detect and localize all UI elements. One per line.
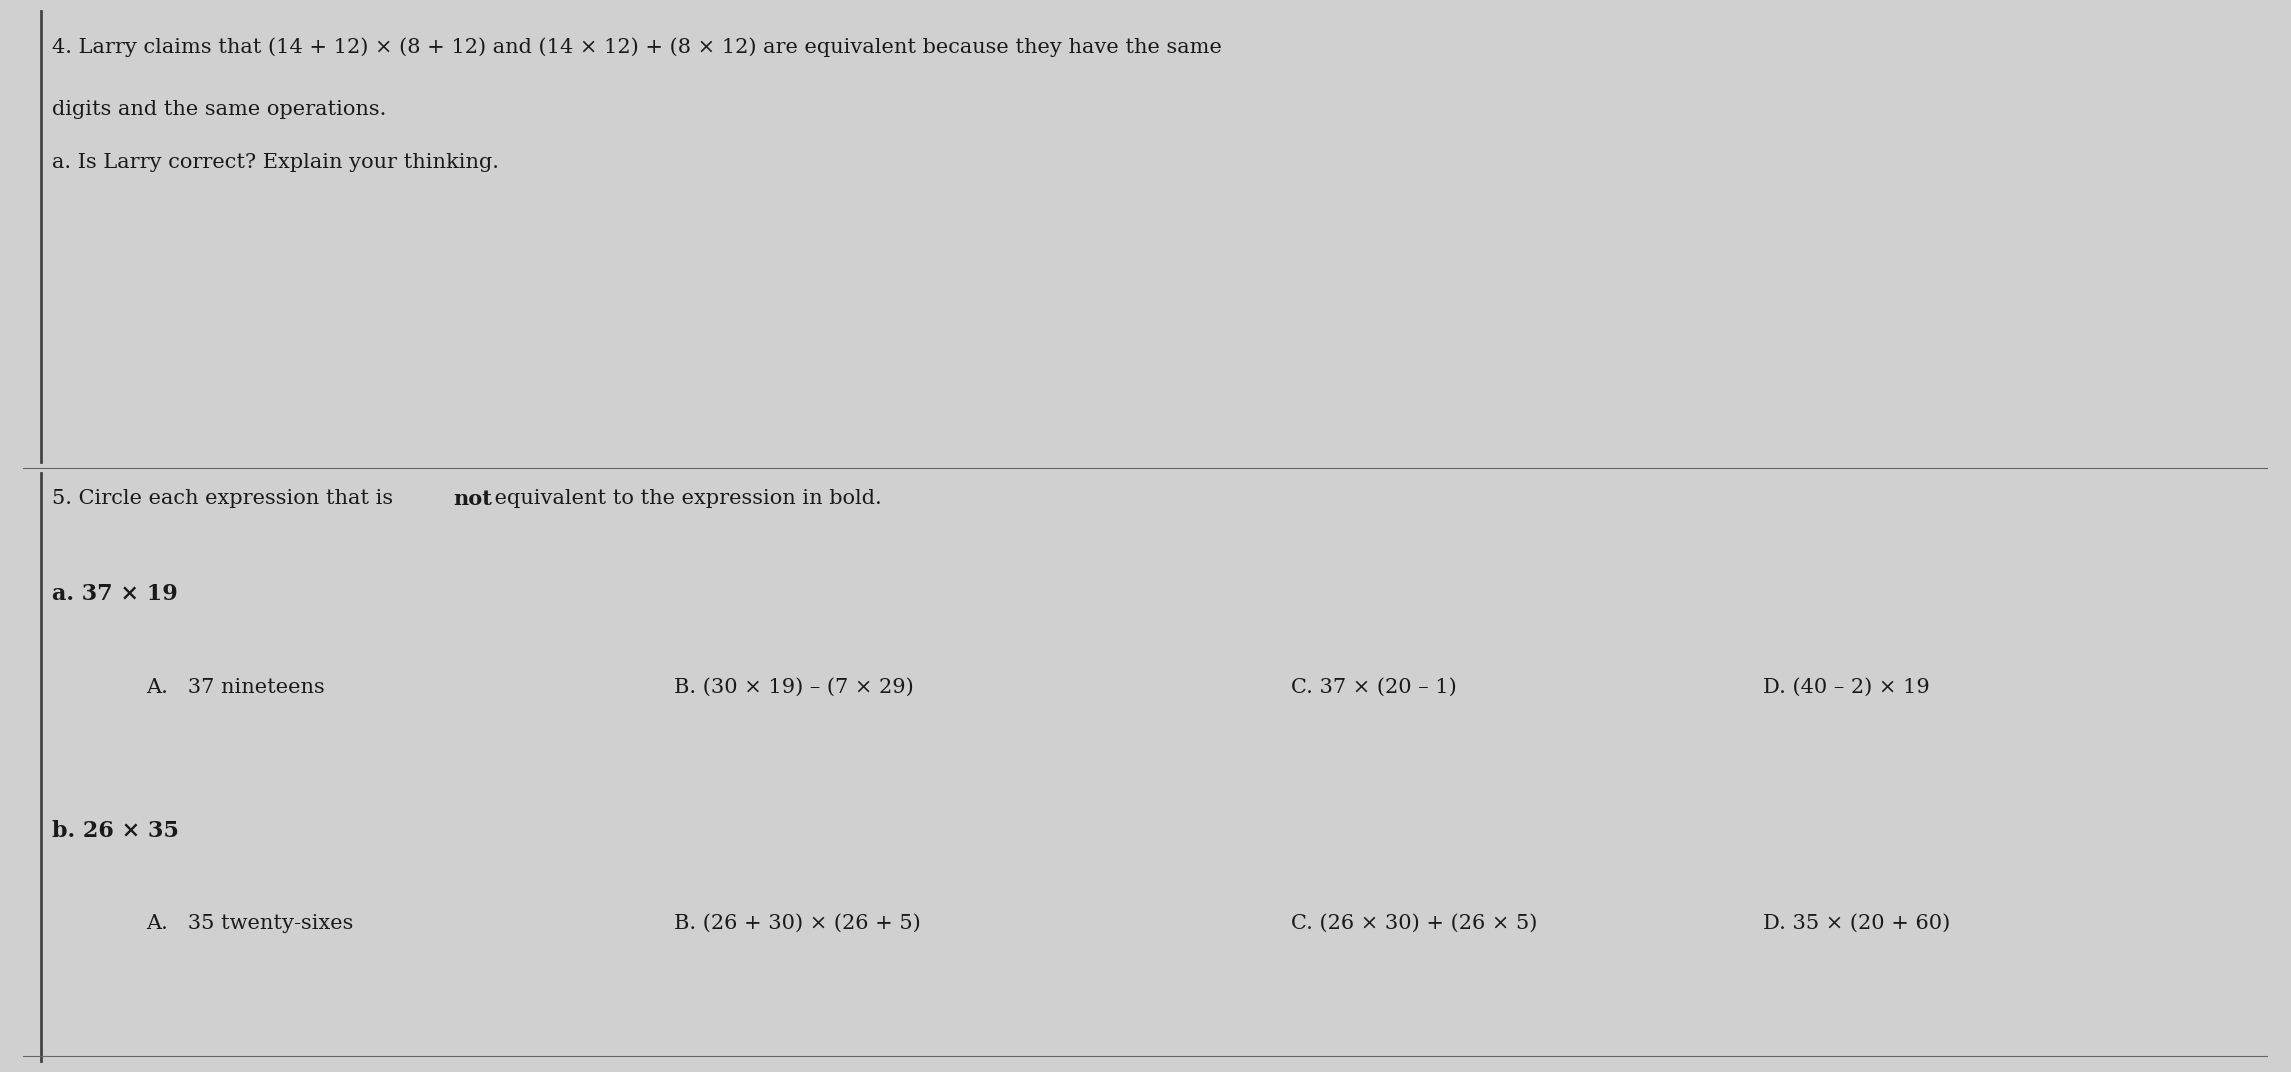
- Text: a. Is Larry correct? Explain your thinking.: a. Is Larry correct? Explain your thinki…: [53, 152, 499, 172]
- Text: a. 37 × 19: a. 37 × 19: [53, 583, 179, 606]
- Text: equivalent to the expression in bold.: equivalent to the expression in bold.: [488, 489, 882, 508]
- Text: 4. Larry claims that (14 + 12) × (8 + 12) and (14 × 12) + (8 × 12) are equivalen: 4. Larry claims that (14 + 12) × (8 + 12…: [53, 38, 1221, 57]
- Text: B. (26 + 30) × (26 + 5): B. (26 + 30) × (26 + 5): [674, 914, 921, 934]
- Text: C. (26 × 30) + (26 × 5): C. (26 × 30) + (26 × 5): [1292, 914, 1537, 934]
- Text: A.   35 twenty-sixes: A. 35 twenty-sixes: [147, 914, 353, 934]
- Text: C. 37 × (20 – 1): C. 37 × (20 – 1): [1292, 678, 1457, 697]
- Text: not: not: [454, 489, 493, 509]
- Text: b. 26 × 35: b. 26 × 35: [53, 820, 179, 842]
- Text: D. 35 × (20 + 60): D. 35 × (20 + 60): [1764, 914, 1950, 934]
- Text: B. (30 × 19) – (7 × 29): B. (30 × 19) – (7 × 29): [674, 678, 914, 697]
- Text: A.   37 nineteens: A. 37 nineteens: [147, 678, 325, 697]
- Text: digits and the same operations.: digits and the same operations.: [53, 100, 387, 119]
- Text: 5. Circle each expression that is: 5. Circle each expression that is: [53, 489, 401, 508]
- Text: D. (40 – 2) × 19: D. (40 – 2) × 19: [1764, 678, 1929, 697]
